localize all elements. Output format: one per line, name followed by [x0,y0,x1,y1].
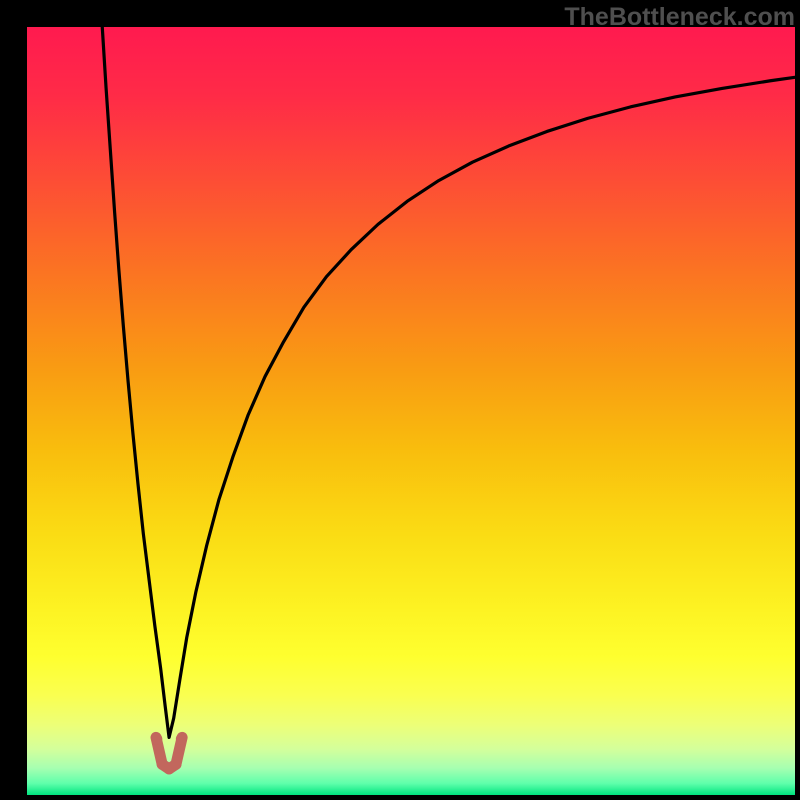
chart-container: TheBottleneck.com [0,0,800,800]
bottleneck-curve [102,27,795,737]
watermark-text: TheBottleneck.com [564,3,795,32]
marker-dot [176,733,187,744]
plot-area [27,27,795,795]
curve-layer [27,27,795,795]
marker-dot [151,733,162,744]
